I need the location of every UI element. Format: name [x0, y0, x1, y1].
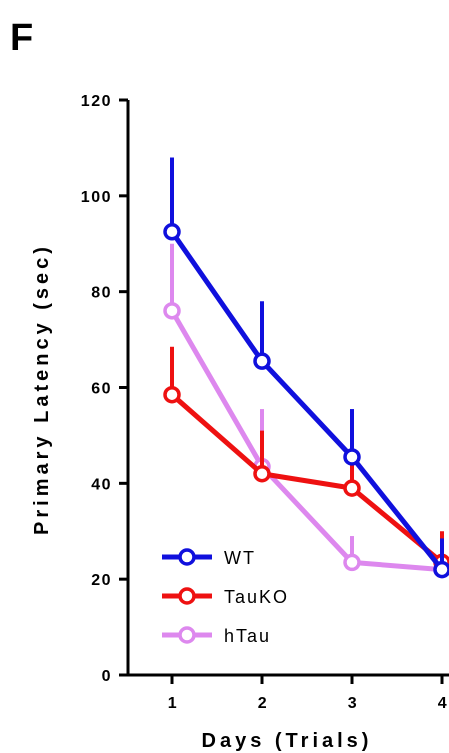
data-point	[163, 223, 181, 241]
y-tick-label: 60	[91, 381, 112, 398]
legend-swatch-marker	[178, 626, 196, 644]
series-line	[169, 230, 444, 572]
y-tick-label: 20	[91, 572, 112, 589]
data-point	[343, 553, 361, 572]
chart-axes: 0 20 40 60 80 100 120 1 2 3 4	[81, 93, 449, 712]
y-axis-title: Primary Latency (sec)	[31, 243, 53, 535]
y-tick-label: 100	[81, 189, 112, 206]
legend-item-htau: hTau	[162, 626, 271, 646]
data-point	[253, 352, 271, 370]
data-point	[163, 302, 181, 320]
legend-item-tauko: TauKO	[162, 587, 289, 607]
legend-swatch-marker	[178, 548, 196, 566]
data-point	[163, 385, 181, 404]
data-point	[433, 560, 449, 579]
series-wt	[163, 157, 449, 579]
x-tick-label: 1	[168, 695, 178, 712]
y-tick-label: 80	[91, 285, 112, 302]
data-point	[343, 448, 361, 466]
chart-series	[163, 157, 449, 579]
panel-letter: F	[10, 17, 33, 59]
series-line	[170, 392, 444, 565]
legend-label: hTau	[224, 626, 271, 646]
x-axis-title: Days (Trials)	[202, 730, 373, 752]
x-tick-label: 4	[438, 695, 448, 712]
y-tick-label: 120	[81, 93, 112, 110]
series-tauko	[163, 346, 449, 572]
y-tick-label: 0	[102, 668, 112, 685]
data-point	[253, 465, 271, 483]
legend-item-wt: WT	[162, 548, 256, 568]
legend-swatch-marker	[178, 587, 196, 605]
x-tick-label: 3	[348, 695, 358, 712]
series-line	[169, 309, 443, 573]
chart-legend: WT TauKO hTau	[162, 548, 289, 646]
y-tick-label: 40	[91, 476, 112, 493]
data-point	[343, 479, 361, 497]
legend-label: WT	[224, 548, 256, 568]
legend-label: TauKO	[224, 587, 289, 607]
x-tick-label: 2	[258, 695, 268, 712]
